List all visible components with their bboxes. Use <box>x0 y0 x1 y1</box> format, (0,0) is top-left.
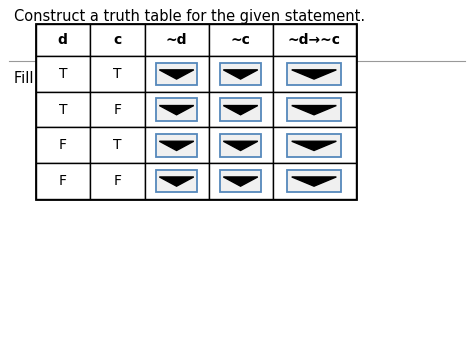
Bar <box>145 56 209 92</box>
Bar <box>90 163 145 199</box>
Polygon shape <box>159 105 194 115</box>
Bar <box>287 170 340 192</box>
Text: ~c: ~c <box>231 33 250 47</box>
Bar <box>273 24 356 56</box>
Bar <box>287 63 340 85</box>
Bar <box>156 134 197 157</box>
Bar <box>36 24 90 56</box>
Bar <box>90 92 145 128</box>
Bar <box>36 92 90 128</box>
Text: c: c <box>113 33 121 47</box>
Bar <box>220 98 261 121</box>
Bar <box>36 163 90 199</box>
Bar <box>156 170 197 192</box>
Bar <box>36 128 90 163</box>
Text: T: T <box>59 103 67 117</box>
Text: d: d <box>58 33 68 47</box>
Bar <box>220 63 261 85</box>
Bar <box>156 98 197 121</box>
Bar <box>220 134 261 157</box>
Text: T: T <box>113 67 121 81</box>
Bar <box>90 128 145 163</box>
Bar <box>220 170 261 192</box>
Text: Fill in the truth table.: Fill in the truth table. <box>14 71 168 86</box>
Polygon shape <box>223 70 258 79</box>
Bar <box>273 163 356 199</box>
Text: T: T <box>59 67 67 81</box>
Polygon shape <box>159 177 194 186</box>
Bar <box>156 63 197 85</box>
Bar <box>287 98 340 121</box>
Bar <box>145 163 209 199</box>
Text: ~d: ~d <box>166 33 187 47</box>
Text: F: F <box>113 174 121 188</box>
Bar <box>273 128 356 163</box>
Polygon shape <box>159 141 194 151</box>
Bar <box>145 128 209 163</box>
Polygon shape <box>223 141 258 151</box>
Bar <box>145 24 209 56</box>
Bar <box>36 56 90 92</box>
Bar <box>209 92 273 128</box>
Polygon shape <box>292 141 337 151</box>
Bar <box>36 24 356 199</box>
Text: T: T <box>113 138 121 152</box>
Bar <box>209 163 273 199</box>
Text: Construct a truth table for the given statement.: Construct a truth table for the given st… <box>14 8 365 23</box>
Bar <box>209 56 273 92</box>
Bar <box>209 24 273 56</box>
Text: F: F <box>59 138 67 152</box>
Polygon shape <box>292 70 337 79</box>
Bar <box>287 134 340 157</box>
Bar <box>90 56 145 92</box>
Polygon shape <box>292 177 337 186</box>
Text: F: F <box>113 103 121 117</box>
Polygon shape <box>223 177 258 186</box>
Polygon shape <box>159 70 194 79</box>
Text: ~d→~c: ~d→~c <box>288 33 340 47</box>
Bar <box>273 56 356 92</box>
Bar <box>273 92 356 128</box>
Polygon shape <box>292 105 337 115</box>
Polygon shape <box>223 105 258 115</box>
Bar <box>90 24 145 56</box>
Text: ~d→~c: ~d→~c <box>43 36 104 51</box>
Text: F: F <box>59 174 67 188</box>
Bar <box>209 128 273 163</box>
Bar <box>145 92 209 128</box>
